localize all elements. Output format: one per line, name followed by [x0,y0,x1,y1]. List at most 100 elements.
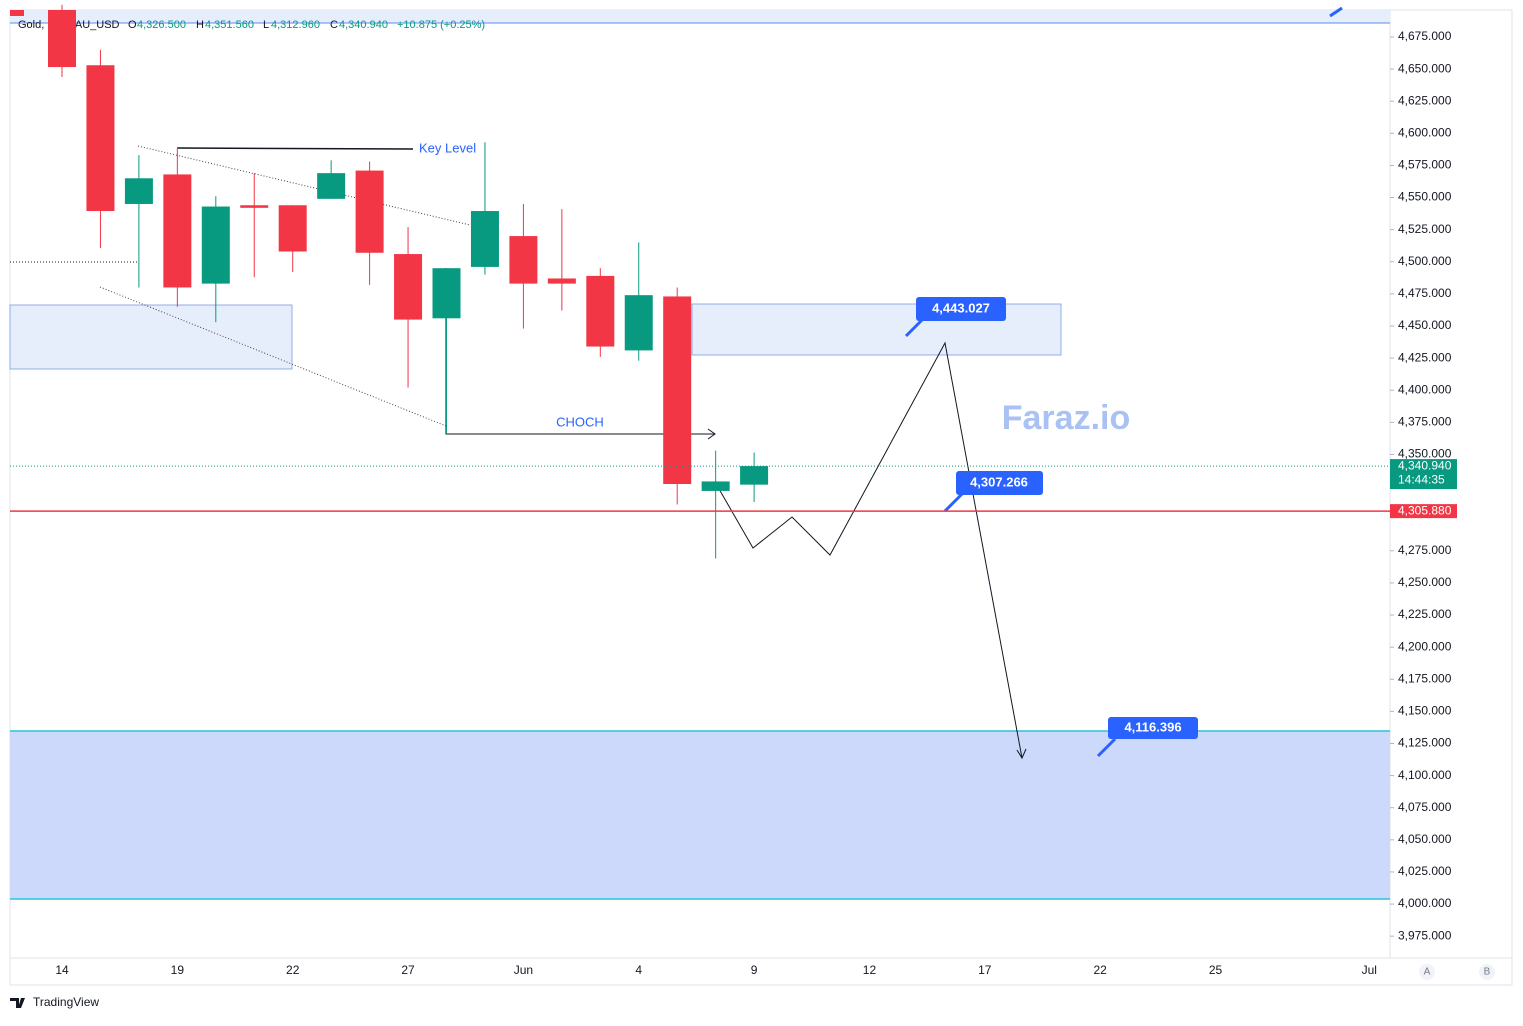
candle-body [163,174,192,288]
candle-body [355,170,384,253]
axis-button[interactable] [1479,964,1495,980]
candle-body [663,296,692,484]
key-level-label: Key Level [419,140,476,155]
callout [1108,717,1198,739]
x-tick-label: 17 [978,963,992,977]
y-tick-label: 4,050.000 [1398,832,1452,846]
callout-pointer [1096,737,1117,758]
y-tick-label: 4,250.000 [1398,575,1452,589]
ohlc-value: 4,312.960 [271,19,320,31]
choch-label: CHOCH [556,414,604,429]
candle-body [624,295,653,351]
callout-pointer [904,318,924,338]
callout-pointer [943,492,964,513]
candle-body [124,178,153,204]
symbol-marker [10,10,24,16]
y-tick-label: 4,350.000 [1398,447,1452,461]
x-tick-label: 22 [286,963,300,977]
y-tick-label: 4,275.000 [1398,543,1452,557]
axis-button-label[interactable]: B [1484,967,1491,978]
candle-body [317,173,346,199]
x-tick-label: 14 [55,963,69,977]
ohlc-key: H [196,19,204,31]
top-zone [10,10,1390,23]
y-tick-label: 4,475.000 [1398,286,1452,300]
trend-line [99,286,447,427]
y-tick-label: 4,525.000 [1398,222,1452,236]
y-tick-label: 4,600.000 [1398,125,1452,139]
candle-body [547,278,576,284]
countdown: 14:44:35 [1398,472,1445,486]
callout-pointer [1329,6,1343,18]
y-tick-label: 4,075.000 [1398,800,1452,814]
y-tick-label: 4,425.000 [1398,350,1452,364]
price-tag-label: 4,305.880 [1398,503,1452,517]
x-tick-label: 22 [1093,963,1107,977]
ohlc-value: 4,351.560 [205,19,254,31]
target-zone [10,731,1390,899]
x-tick-label: 12 [863,963,877,977]
ohlc-value: 4,326.500 [137,19,186,31]
change: +10.875 (+0.25%) [397,19,485,31]
candle-body [278,205,307,252]
demand-zone [9,304,293,370]
y-tick-label: 4,450.000 [1398,318,1452,332]
y-tick-label: 3,975.000 [1398,928,1452,942]
y-tick-label: 4,500.000 [1398,254,1452,268]
y-tick-label: 4,625.000 [1398,93,1452,107]
arrow-head [707,428,716,440]
candle-body [586,275,615,347]
candle-body [509,236,538,284]
y-tick-label: 4,575.000 [1398,158,1452,172]
y-tick-label: 4,150.000 [1398,704,1452,718]
y-tick-label: 4,675.000 [1398,29,1452,43]
candle-body [86,65,115,212]
x-tick-label: 27 [401,963,415,977]
candle-body [394,254,423,320]
candle-body [701,481,730,491]
key-level-line [176,147,414,150]
y-tick-label: 4,550.000 [1398,190,1452,204]
ohlc-key: L [263,19,269,31]
x-tick-label: 25 [1209,963,1223,977]
watermark: Faraz.io [1002,399,1130,437]
price-tag [1390,459,1457,490]
y-tick-label: 4,400.000 [1398,382,1452,396]
callout [916,297,1006,321]
projection-path [714,341,1023,759]
candle-body [240,205,269,208]
y-tick-label: 4,375.000 [1398,415,1452,429]
callout-label: 4,443.027 [932,300,990,315]
price-tag [1390,504,1457,519]
x-tick-label: 19 [171,963,185,977]
x-tick-label: 9 [751,963,758,977]
candle-body [740,466,769,485]
y-tick-label: 4,225.000 [1398,607,1452,621]
x-tick-label: Jul [1362,963,1377,977]
axis-button[interactable] [1419,964,1435,980]
arrow-head [1016,748,1027,760]
callout-label: 4,116.396 [1124,719,1181,734]
ohlc-key: O [128,19,137,31]
x-tick-label: 4 [635,963,642,977]
ohlc-value: 4,340.940 [339,19,388,31]
candle-body [432,268,461,319]
callout [956,471,1043,495]
y-tick-label: 4,000.000 [1398,896,1452,910]
y-tick-label: 4,025.000 [1398,864,1452,878]
candle-body [201,206,230,284]
candle-body [470,211,499,267]
price-tag-label: 4,340.940 [1398,458,1452,472]
logo [10,998,25,1008]
brand: TradingView [33,995,99,1009]
axis-button-label[interactable]: A [1424,967,1431,978]
y-tick-label: 4,125.000 [1398,736,1452,750]
candle-body [48,10,76,68]
y-tick-label: 4,650.000 [1398,61,1452,75]
y-tick-label: 4,100.000 [1398,768,1452,782]
y-tick-label: 4,200.000 [1398,639,1452,653]
x-tick-label: Jun [514,963,533,977]
callout-label: 4,307.266 [970,474,1028,489]
y-tick-label: 4,175.000 [1398,671,1452,685]
